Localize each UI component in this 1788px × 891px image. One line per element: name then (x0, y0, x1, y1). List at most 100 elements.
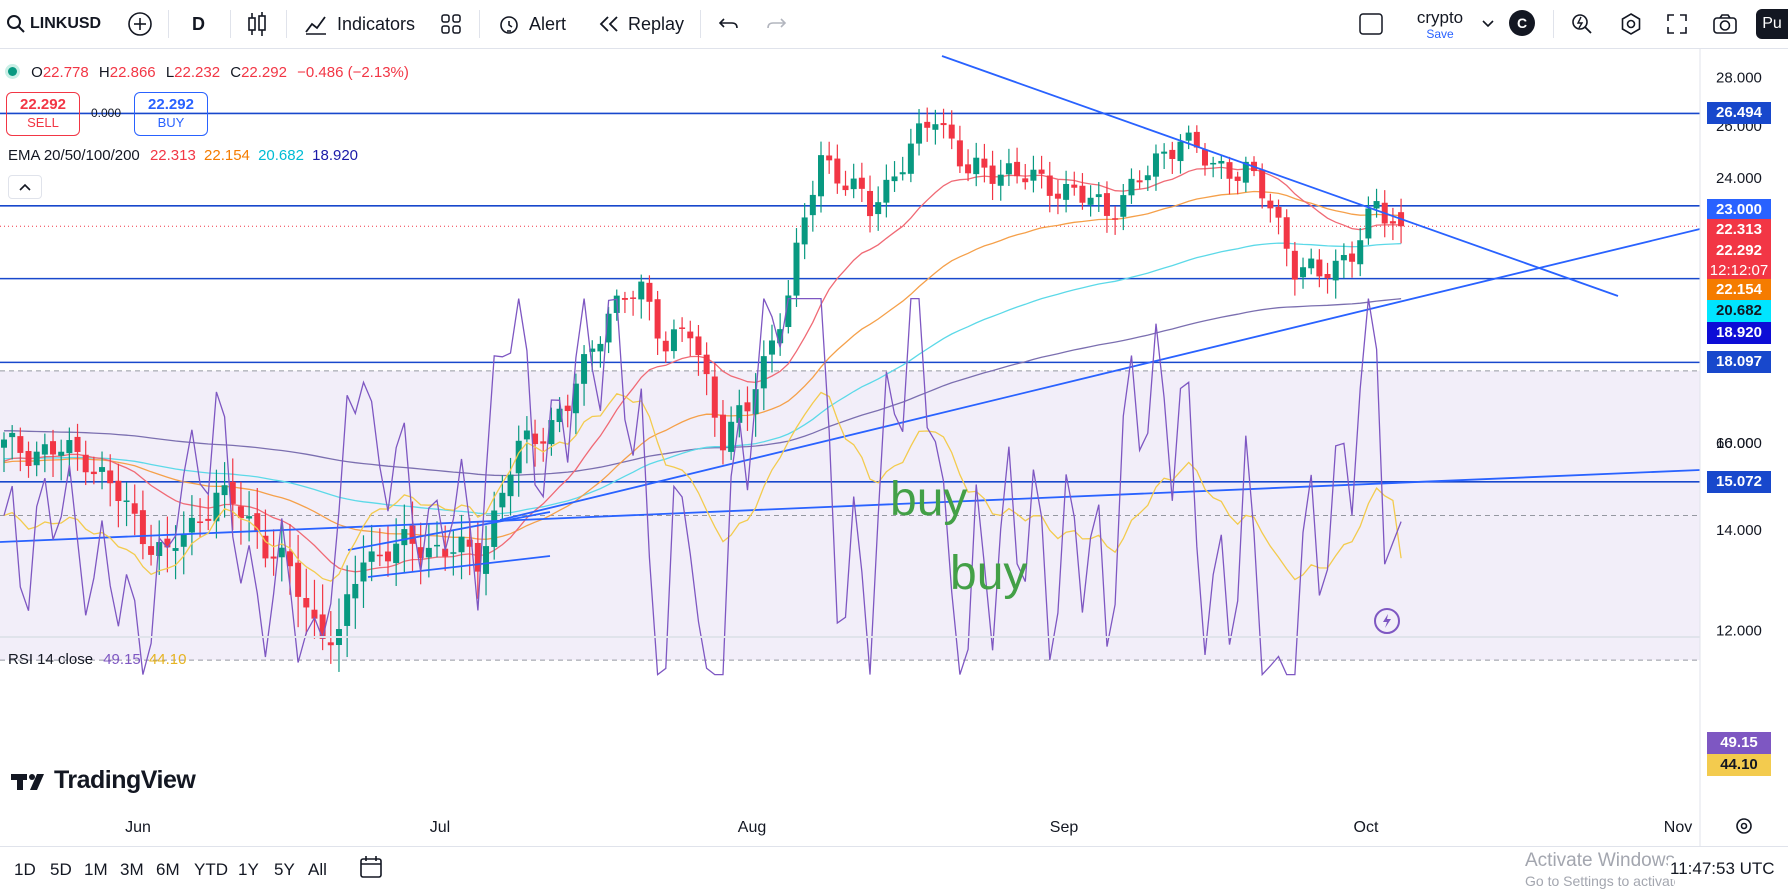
sell-button[interactable]: 22.292 SELL (6, 92, 80, 136)
candle-body (1177, 141, 1184, 162)
symbol-search[interactable]: LINKUSD (6, 0, 101, 48)
candle-body (58, 451, 65, 456)
candle-body (826, 155, 833, 161)
ema-legend[interactable]: EMA 20/50/100/200 22.313 22.154 20.682 1… (8, 147, 358, 164)
candle-body (360, 562, 367, 582)
rsi-axis-tag: 49.15 (1707, 732, 1771, 754)
price-axis-tag: 20.682 (1707, 300, 1771, 322)
candle-body (262, 535, 269, 559)
rsi-label: RSI 14 close (8, 651, 94, 668)
tradingview-logo-icon (11, 773, 44, 790)
alert-button[interactable]: Alert (497, 0, 566, 48)
range-button-6m[interactable]: 6M (156, 860, 180, 879)
candle-body (899, 172, 906, 175)
candle-body (638, 281, 645, 300)
ema-label: EMA 20/50/100/200 (8, 147, 140, 164)
goto-date-button[interactable] (358, 854, 384, 885)
interval-button[interactable]: D (192, 13, 205, 34)
ohlc-high: 22.866 (109, 64, 156, 81)
redo-icon (767, 18, 787, 29)
price-tick-label: 12.000 (1716, 623, 1762, 640)
calendar-icon (360, 856, 382, 878)
activate-windows-title: Activate Windows (1525, 850, 1675, 871)
candle-body (507, 474, 514, 497)
symbol-name[interactable]: LINKUSD (30, 15, 102, 32)
time-tick-label: Jun (125, 819, 151, 836)
candle-body (9, 432, 16, 438)
candle-body (17, 436, 24, 453)
multi-layout-button[interactable] (1358, 0, 1384, 48)
axis-settings-button[interactable] (1733, 815, 1755, 842)
undo-button[interactable] (718, 0, 740, 48)
price-axis-tag: 18.097 (1707, 351, 1771, 374)
candle-body (679, 327, 686, 329)
range-button-1m[interactable]: 1M (84, 860, 108, 879)
layout-name-button[interactable]: crypto Save (1403, 8, 1477, 41)
fullscreen-button[interactable] (1666, 0, 1688, 48)
candle-body (858, 177, 865, 189)
candle-body (1226, 162, 1233, 179)
settings-button[interactable] (1619, 0, 1643, 48)
candle-body (581, 354, 588, 384)
layout-menu-button[interactable] (1481, 0, 1495, 48)
rsi-legend[interactable]: RSI 14 close 49.15 44.10 (8, 651, 186, 668)
range-button-ytd[interactable]: YTD (194, 860, 228, 879)
sell-price: 22.292 (20, 96, 66, 113)
compare-button[interactable] (127, 0, 153, 48)
candle-body (205, 518, 212, 521)
chart-type-button[interactable] (246, 0, 268, 48)
quick-search-button[interactable] (1570, 0, 1594, 48)
candle-body (630, 297, 637, 299)
redo-button[interactable] (765, 0, 787, 48)
candle-body (327, 642, 334, 646)
buy-annotation[interactable]: buy (950, 547, 1028, 600)
candle-body (450, 552, 457, 554)
ema50-line (3, 190, 1402, 540)
candle-body (1365, 208, 1372, 239)
range-button-5y[interactable]: 5Y (274, 860, 295, 879)
templates-button[interactable] (440, 0, 462, 48)
range-button-all[interactable]: All (308, 860, 327, 879)
rsi-value: 49.15 (103, 651, 141, 668)
range-button-1y[interactable]: 1Y (238, 860, 259, 879)
tradingview-watermark[interactable]: TradingView (10, 766, 196, 795)
candle-body (1063, 183, 1070, 200)
clock[interactable]: 11:47:53 UTC (1668, 859, 1775, 879)
chevron-down-icon (1482, 20, 1494, 28)
candle-body (695, 336, 702, 356)
candle-body (483, 546, 490, 574)
candle-body (1038, 169, 1045, 174)
toolbar-divider (286, 10, 287, 38)
avatar[interactable]: C (1509, 10, 1535, 36)
buy-button[interactable]: 22.292 BUY (134, 92, 208, 136)
event-marker[interactable] (1374, 608, 1400, 634)
candle-body (1087, 197, 1094, 205)
price-chart[interactable]: 28.00026.00024.00016.00014.00012.00080.0… (0, 48, 1788, 846)
candle-body (1136, 180, 1143, 183)
ema200-value: 18.920 (312, 147, 359, 164)
candle-body (270, 556, 277, 559)
candle-body (1242, 161, 1249, 183)
range-button-1d[interactable]: 1D (14, 860, 36, 879)
range-button-5d[interactable]: 5D (50, 860, 72, 879)
candle-body (736, 405, 743, 423)
replay-button[interactable]: Replay (598, 0, 684, 48)
ohlc-high-label: H (98, 64, 110, 81)
collapse-legend-button[interactable] (8, 175, 42, 199)
candle-body (188, 517, 195, 533)
candle-body (1357, 240, 1364, 265)
range-button-3m[interactable]: 3M (120, 860, 144, 879)
price-axis-tag: 26.494 (1707, 102, 1771, 125)
candle-body (1169, 149, 1176, 159)
indicators-button[interactable]: Indicators (304, 0, 415, 48)
candle-body (532, 433, 539, 445)
time-tick-label: Sep (1050, 819, 1079, 836)
snapshot-button[interactable] (1712, 0, 1738, 48)
rsi-ma-line (3, 391, 1402, 582)
buy-annotation[interactable]: buy (890, 473, 968, 526)
candle-body (891, 176, 898, 182)
candle-body (425, 547, 432, 558)
candle-body (90, 471, 97, 475)
publish-button[interactable]: Pu (1756, 9, 1788, 39)
candle-body (295, 562, 302, 597)
